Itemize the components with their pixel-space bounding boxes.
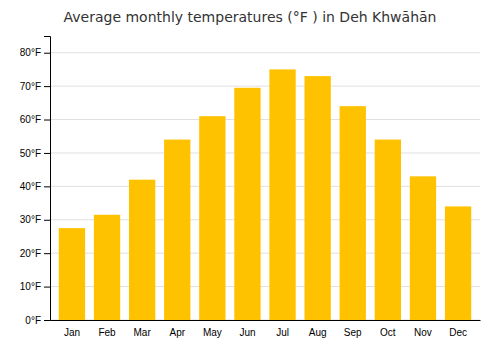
tick: 30°F: [20, 214, 50, 225]
tick-label: 80°F: [20, 47, 41, 58]
tick-mark: [44, 220, 50, 221]
tick-label: Jul: [276, 327, 289, 338]
tick-label: 60°F: [20, 114, 41, 125]
tick: May: [203, 327, 222, 338]
bar: [410, 176, 436, 320]
tick: Jul: [276, 327, 289, 338]
tick: Oct: [380, 327, 396, 338]
tick: 10°F: [20, 281, 50, 292]
bar: [199, 116, 225, 320]
bar: [59, 228, 85, 320]
tick-label: 0°F: [25, 315, 41, 326]
bar: [164, 140, 190, 320]
tick: Feb: [98, 327, 116, 338]
bars: [59, 69, 471, 320]
y-axis: 0°F 10°F 20°F 30°F 40°F 50°F 60°F 70°F 80°F: [20, 37, 51, 326]
bar: [129, 180, 155, 320]
tick-mark: [44, 53, 50, 54]
grid-line: [50, 119, 480, 120]
bar: [304, 76, 330, 320]
tick-mark: [44, 86, 50, 87]
tick-mark: [44, 120, 50, 121]
tick-mark: [44, 287, 50, 288]
tick-mark: [44, 320, 50, 321]
bar: [94, 215, 120, 320]
bar: [234, 88, 260, 320]
tick-label: Jun: [239, 327, 255, 338]
tick: 80°F: [20, 47, 50, 58]
tick: 40°F: [20, 181, 50, 192]
tick-label: 20°F: [20, 248, 41, 259]
tick: Sep: [344, 327, 362, 338]
grid-line: [50, 86, 480, 87]
tick: 50°F: [20, 148, 50, 159]
tick-label: Sep: [344, 327, 362, 338]
tick: Mar: [134, 327, 152, 338]
tick-label: Apr: [169, 327, 185, 338]
tick-label: Jan: [64, 327, 80, 338]
tick: 60°F: [20, 114, 50, 125]
tick-label: Feb: [98, 327, 116, 338]
axis-line: [51, 320, 481, 321]
tick-label: May: [203, 327, 222, 338]
tick-mark: [44, 153, 50, 154]
tick-label: Mar: [134, 327, 152, 338]
tick: Aug: [309, 327, 327, 338]
tick: 70°F: [20, 81, 50, 92]
bar: [445, 206, 471, 320]
tick-label: 50°F: [20, 148, 41, 159]
tick-label: 70°F: [20, 81, 41, 92]
tick-label: Nov: [414, 327, 432, 338]
tick-label: 30°F: [20, 214, 41, 225]
tick-label: Aug: [309, 327, 327, 338]
tick: Jan: [64, 327, 80, 338]
tick-label: 40°F: [20, 181, 41, 192]
tick-mark: [44, 186, 50, 187]
bar: [340, 106, 366, 320]
grid-line: [50, 52, 480, 53]
tick: 0°F: [25, 315, 50, 326]
chart: 0°F 10°F 20°F 30°F 40°F 50°F 60°F 70°F 80°F Jan Fe…: [0, 0, 500, 350]
grid-line: [50, 152, 480, 153]
tick: Apr: [169, 327, 185, 338]
tick: Nov: [414, 327, 432, 338]
bar: [269, 69, 295, 320]
tick: Jun: [239, 327, 255, 338]
tick: Dec: [449, 327, 467, 338]
title: Average monthly temperatures (°F ) in De…: [64, 9, 437, 25]
x-axis: Jan Feb Mar Apr May Jun Jul Aug Sep Oct Nov Dec: [51, 321, 481, 339]
tick-label: 10°F: [20, 281, 41, 292]
tick: 20°F: [20, 248, 50, 259]
plot: 0°F 10°F 20°F 30°F 40°F 50°F 60°F 70°F 80°F Jan Fe…: [20, 37, 481, 339]
tick-label: Oct: [380, 327, 396, 338]
bar: [375, 140, 401, 320]
grid: [50, 53, 480, 320]
tick-label: Dec: [449, 327, 467, 338]
axis-line: [44, 37, 51, 321]
tick-mark: [44, 253, 50, 254]
